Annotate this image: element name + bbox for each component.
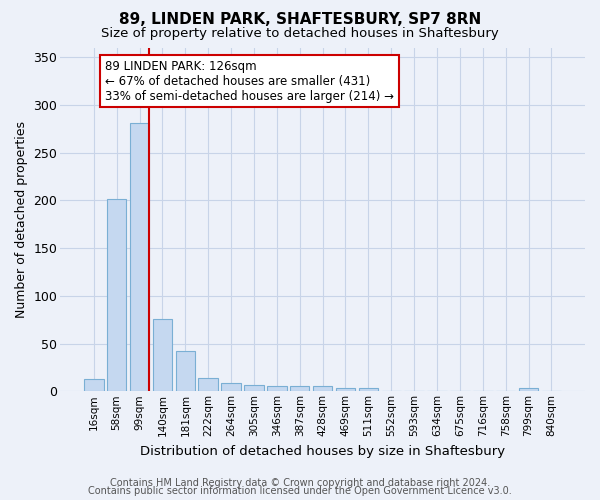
Text: 89 LINDEN PARK: 126sqm
← 67% of detached houses are smaller (431)
33% of semi-de: 89 LINDEN PARK: 126sqm ← 67% of detached… — [105, 60, 394, 102]
Bar — [199, 378, 218, 392]
Text: Size of property relative to detached houses in Shaftesbury: Size of property relative to detached ho… — [101, 28, 499, 40]
Bar — [176, 351, 195, 392]
Bar — [519, 388, 538, 392]
Bar — [130, 123, 149, 392]
Bar — [267, 386, 287, 392]
Bar — [359, 388, 378, 392]
Bar — [107, 200, 127, 392]
Text: Contains HM Land Registry data © Crown copyright and database right 2024.: Contains HM Land Registry data © Crown c… — [110, 478, 490, 488]
Bar — [221, 382, 241, 392]
Bar — [153, 318, 172, 392]
X-axis label: Distribution of detached houses by size in Shaftesbury: Distribution of detached houses by size … — [140, 444, 505, 458]
Text: Contains public sector information licensed under the Open Government Licence v3: Contains public sector information licen… — [88, 486, 512, 496]
Bar — [313, 386, 332, 392]
Bar — [290, 386, 310, 392]
Text: 89, LINDEN PARK, SHAFTESBURY, SP7 8RN: 89, LINDEN PARK, SHAFTESBURY, SP7 8RN — [119, 12, 481, 28]
Bar — [84, 379, 104, 392]
Bar — [336, 388, 355, 392]
Y-axis label: Number of detached properties: Number of detached properties — [15, 121, 28, 318]
Bar — [244, 384, 263, 392]
